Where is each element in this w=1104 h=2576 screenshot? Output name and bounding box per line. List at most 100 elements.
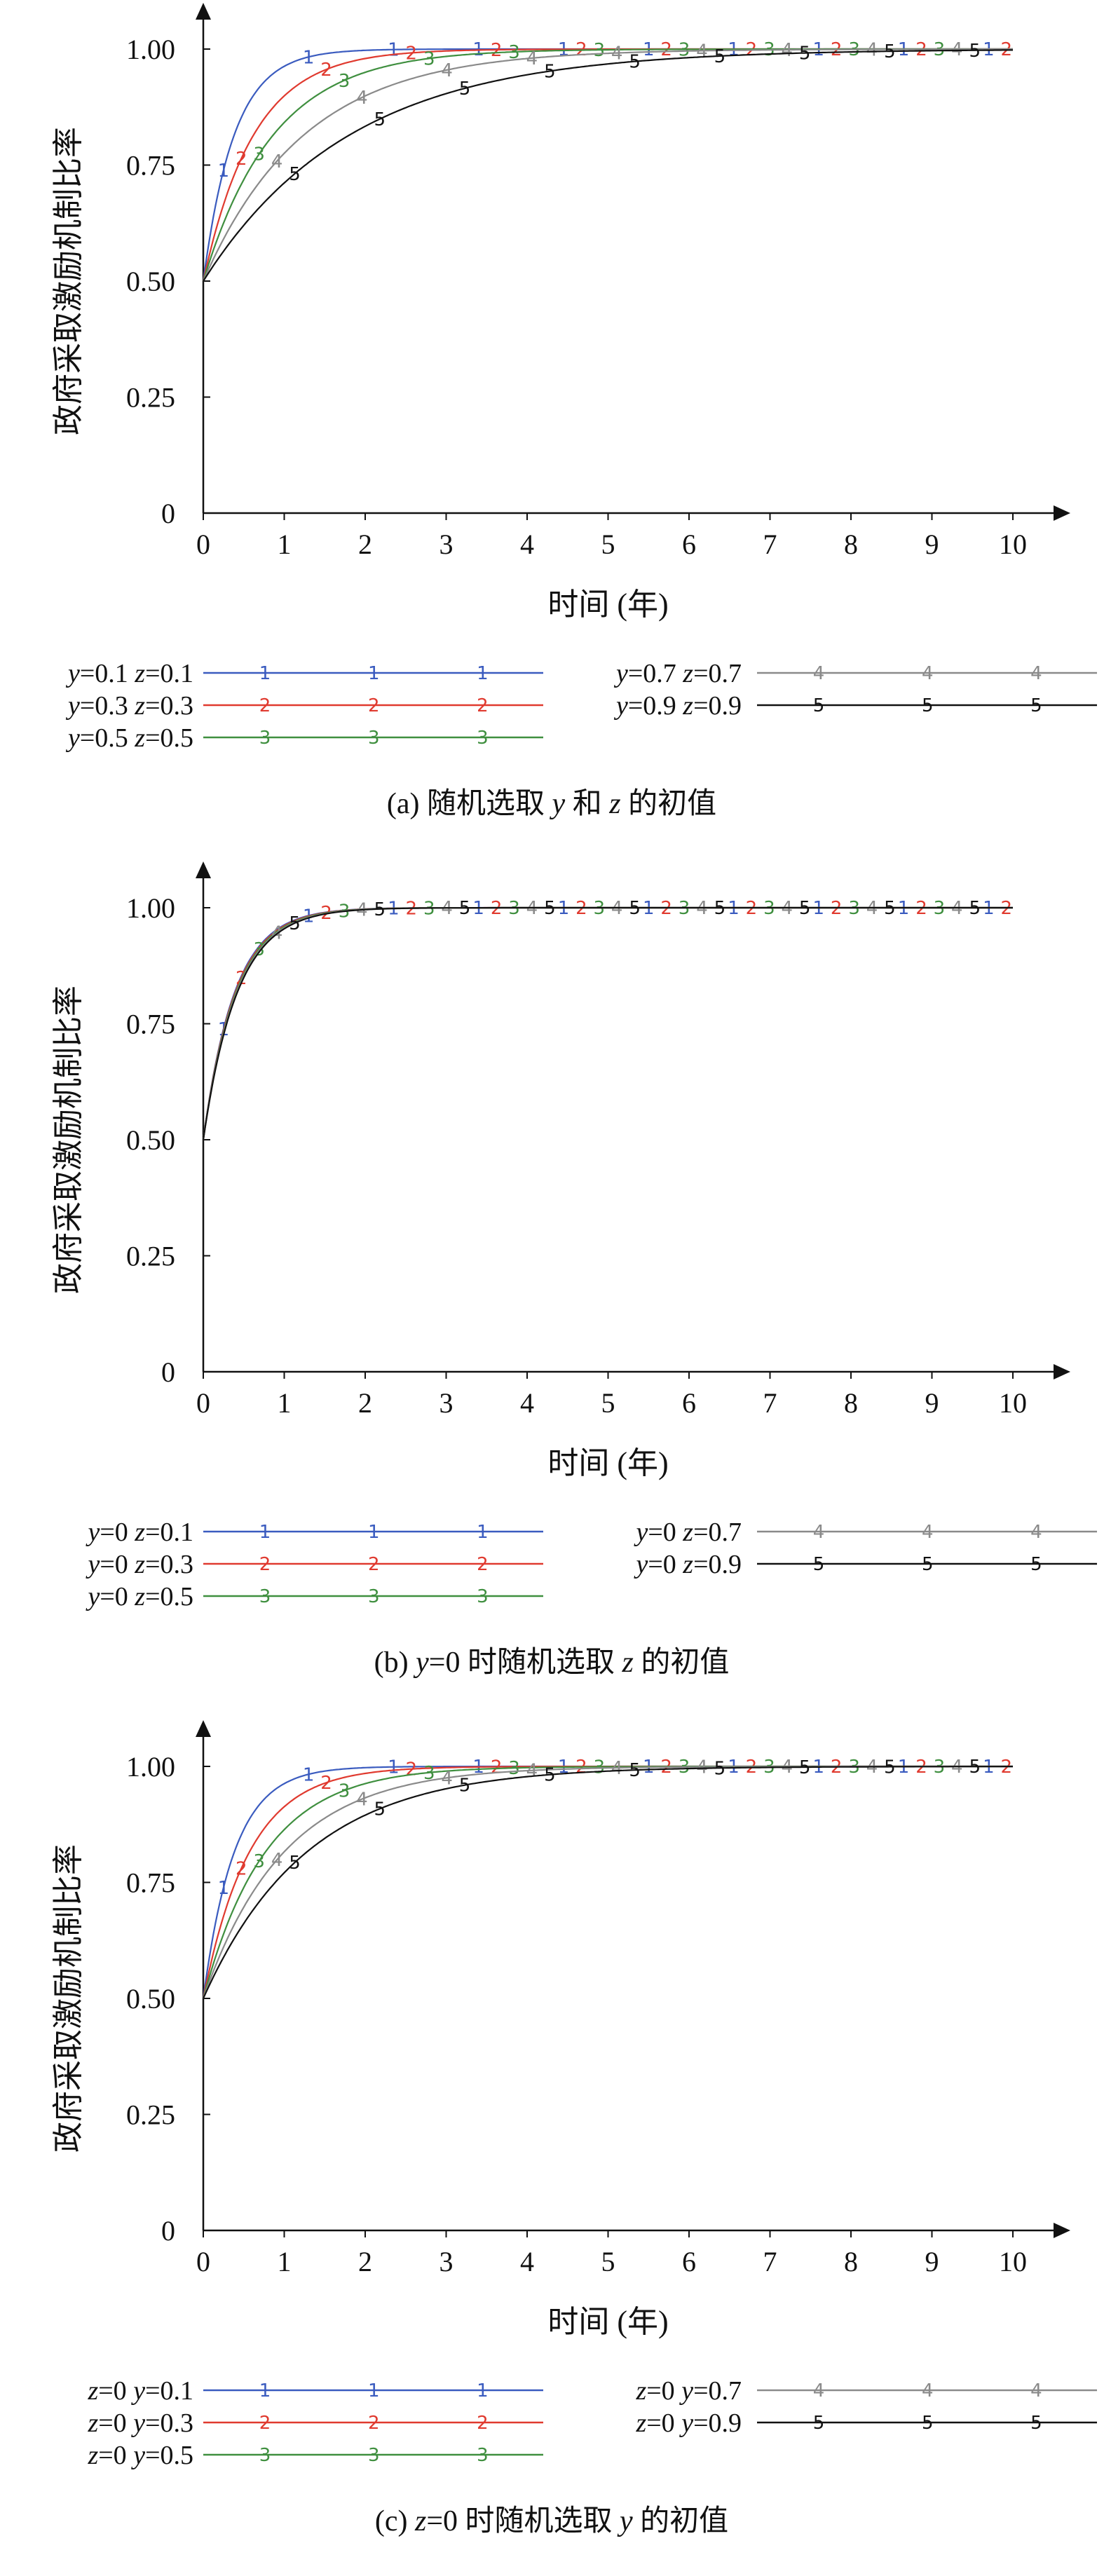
y-tick-label: 0.25 [126, 2099, 175, 2131]
series-marker-5: 5 [459, 1776, 471, 1797]
series-marker-5: 5 [884, 1757, 896, 1778]
x-tick-label: 2 [358, 2246, 372, 2277]
legend-marker-2: 2 [477, 695, 489, 716]
x-axis-title: 时间 (年) [547, 587, 668, 622]
series-marker-4: 4 [356, 1790, 368, 1811]
legend-marker-1: 1 [477, 2380, 489, 2401]
y-tick-label: 0.75 [126, 150, 175, 182]
legend-label: y=0 z=0.9 [633, 1550, 742, 1579]
series-marker-5: 5 [544, 61, 556, 82]
legend-var: y [85, 1582, 100, 1611]
legend-marker-1: 1 [259, 663, 271, 684]
legend-marker-3: 3 [477, 2445, 489, 2466]
series-line-1 [202, 906, 1013, 1140]
legend-marker-2: 2 [477, 2413, 489, 2434]
x-tick-label: 9 [925, 529, 939, 560]
panel-caption: (b) y=0 时随机选取 z 的初值 [374, 1647, 730, 1679]
legend-marker-5: 5 [813, 1554, 825, 1575]
x-tick-label: 5 [601, 2246, 615, 2277]
chart-svg-b: 0 1 2 3 4 5 6 7 8 9 10 0 0.25 0.50 0.75 1.00 时间 (年) 政府采取激… [51, 861, 1097, 1679]
legend-value: =0 [98, 2376, 133, 2406]
legend-marker-4: 4 [1030, 1522, 1042, 1543]
legend-var: y [65, 659, 80, 688]
x-axis-arrow-icon [1054, 505, 1070, 521]
series-marker-4: 4 [611, 43, 623, 64]
panel-caption: (a) 随机选取 y 和 z 的初值 [387, 788, 716, 820]
legend-marker-5: 5 [813, 695, 825, 716]
legend-value: =0 [648, 1518, 683, 1547]
legend-var: y [633, 1518, 648, 1547]
legend-var: y [130, 2376, 145, 2406]
legend-value: =0.9 [628, 691, 683, 721]
x-tick-label: 0 [196, 1387, 210, 1419]
series-marker-2: 2 [320, 60, 332, 81]
x-tick-label: 7 [763, 529, 777, 560]
y-tick-label: 1.00 [126, 34, 175, 65]
legend-var: z [682, 1518, 693, 1547]
series-marker-5: 5 [374, 1799, 386, 1820]
series-marker-5: 5 [629, 1760, 641, 1781]
series-marker-1: 1 [218, 1878, 230, 1899]
legend-marker-1: 1 [477, 663, 489, 684]
y-axis-arrow-icon [196, 861, 211, 878]
series-line-4 [202, 906, 1013, 1140]
series-marker-4: 4 [696, 41, 708, 62]
legend-value: =0 [100, 1582, 135, 1611]
legend-value: =0.9 [693, 691, 742, 721]
legend-value: =0.7 [628, 659, 683, 688]
legend-marker-5: 5 [1030, 1554, 1042, 1575]
series-marker-4: 4 [611, 1758, 623, 1779]
x-tick-label: 2 [358, 529, 372, 560]
caption-text: 的初值 [633, 2505, 729, 2537]
legend-marker-4: 4 [922, 663, 934, 684]
legend-value: =0 [98, 2408, 133, 2438]
y-axis-title: 政府采取激励机制比率 [51, 986, 86, 1294]
chart-panel-c: 0 1 2 3 4 5 6 7 8 9 10 0 0.25 0.50 0.75 1.00 时间 (年) 政府采取激… [0, 1717, 1104, 2576]
legend-marker-5: 5 [922, 1554, 934, 1575]
legend-value: =0 [100, 1550, 135, 1579]
x-tick-label: 6 [682, 2246, 696, 2277]
legend-marker-4: 4 [813, 2380, 825, 2401]
y-tick-label: 0.75 [126, 1009, 175, 1040]
legend-label: z=0 y=0.7 [635, 2376, 742, 2406]
legend-marker-2: 2 [368, 1554, 380, 1575]
caption-text: (b) [374, 1647, 416, 1679]
x-tick-label: 1 [278, 2246, 292, 2277]
x-axis-arrow-icon [1054, 2223, 1070, 2238]
series-line-3 [202, 48, 1013, 282]
legend-value: =0.5 [145, 2441, 193, 2470]
legend-label: y=0 z=0.5 [85, 1582, 193, 1611]
legend-value: =0 [646, 2408, 681, 2438]
y-tick-label: 1.00 [126, 892, 175, 924]
series-marker-2: 2 [236, 149, 247, 170]
legend-marker-3: 3 [477, 728, 489, 749]
legend-value: =0.1 [145, 1518, 193, 1547]
caption-var: z [414, 2505, 426, 2537]
series-marker-5: 5 [714, 898, 726, 919]
legend-marker-5: 5 [813, 2413, 825, 2434]
x-tick-label: 3 [439, 1387, 454, 1419]
legend-value: =0.9 [693, 2408, 742, 2438]
series-marker-5: 5 [969, 898, 981, 919]
legend-label: y=0.3 z=0.3 [65, 691, 193, 721]
series-line-1 [202, 1765, 1013, 1999]
series-marker-4: 4 [356, 88, 368, 109]
legend-marker-2: 2 [259, 1554, 271, 1575]
series-marker-4: 4 [526, 1761, 538, 1782]
legend-var: z [682, 1550, 693, 1579]
legend-var: z [134, 1518, 145, 1547]
legend-value: =0.1 [145, 659, 193, 688]
legend-value: =0 [100, 1518, 135, 1547]
x-tick-label: 0 [196, 2246, 210, 2277]
y-tick-label: 0.50 [126, 266, 175, 297]
series-marker-3: 3 [339, 71, 350, 92]
legend-value: =0.7 [693, 659, 742, 688]
legend-marker-1: 1 [368, 2380, 380, 2401]
series-marker-2: 2 [406, 1759, 418, 1780]
legend-var: y [130, 2408, 145, 2438]
legend-marker-2: 2 [368, 2413, 380, 2434]
legend-var: y [85, 1550, 100, 1579]
x-tick-label: 10 [999, 529, 1027, 560]
series-marker-2: 2 [491, 1757, 503, 1778]
legend-marker-1: 1 [259, 2380, 271, 2401]
